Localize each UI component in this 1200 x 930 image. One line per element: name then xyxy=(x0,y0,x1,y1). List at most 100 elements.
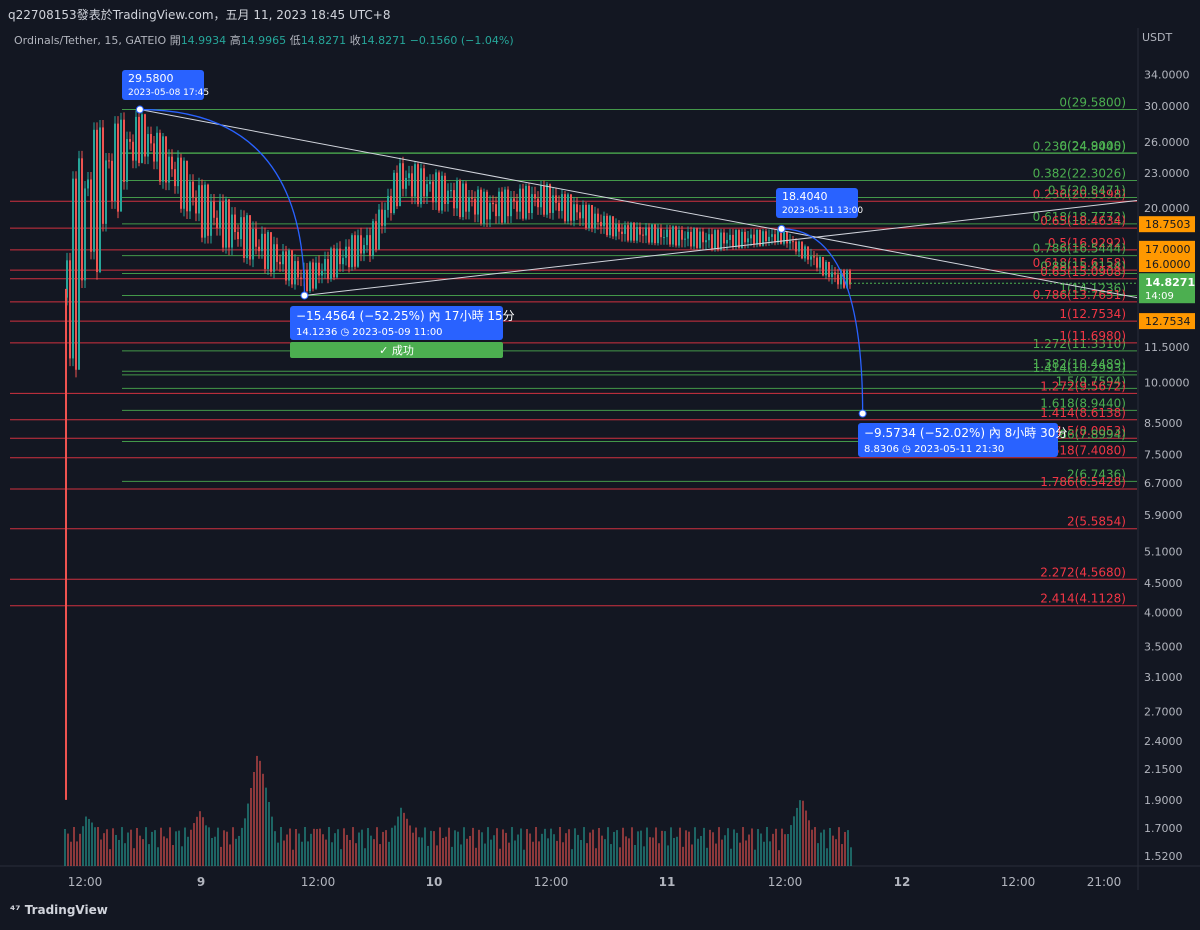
projection-label-box[interactable] xyxy=(290,306,503,340)
price-tag xyxy=(1139,313,1195,330)
candle xyxy=(192,181,194,198)
candle xyxy=(846,270,848,288)
candle xyxy=(84,188,86,281)
candle xyxy=(258,246,260,252)
trend-line xyxy=(139,109,1138,299)
anchor-point[interactable] xyxy=(858,409,867,418)
anchor-point[interactable] xyxy=(135,105,144,114)
candle xyxy=(753,234,755,245)
candle xyxy=(381,209,383,226)
time-tick-label: 12 xyxy=(894,875,911,889)
candle xyxy=(654,224,656,244)
point-label-box[interactable] xyxy=(776,188,858,218)
ohlc-legend: Ordinals/Tether, 15, GATEIO 開14.9934 高14… xyxy=(14,32,514,48)
volume-bar xyxy=(322,834,324,866)
volume-bar xyxy=(802,800,804,866)
volume-bar xyxy=(556,840,558,866)
volume-bar xyxy=(583,827,585,866)
time-tick-label: 10 xyxy=(426,875,443,889)
price-tag xyxy=(1139,240,1195,257)
volume-bar xyxy=(400,807,402,866)
volume-bar xyxy=(826,848,828,866)
candle xyxy=(336,248,338,278)
volume-bar xyxy=(418,837,420,866)
volume-bar xyxy=(601,835,603,866)
candle xyxy=(606,215,608,236)
candle xyxy=(630,222,632,241)
projection-label-box[interactable] xyxy=(858,423,1058,457)
candle xyxy=(207,184,209,236)
candle xyxy=(786,231,788,244)
volume-bar xyxy=(229,844,231,866)
candle xyxy=(210,201,212,236)
candle xyxy=(813,256,815,258)
open-value: 14.9934 xyxy=(180,34,227,47)
volume-bar xyxy=(751,828,753,866)
candle xyxy=(162,136,164,182)
price-tick-label: 5.1000 xyxy=(1144,546,1183,559)
volume-bar xyxy=(136,827,138,866)
volume-bar xyxy=(766,827,768,866)
volume-bar xyxy=(328,827,330,866)
candle xyxy=(420,168,422,205)
projection-label-sub: 8.8306 ◷ 2023-05-11 21:30 xyxy=(864,444,1004,455)
candle xyxy=(546,184,548,215)
volume-bar xyxy=(367,828,369,866)
volume-bar xyxy=(604,839,606,866)
volume-bar xyxy=(226,831,228,866)
candle xyxy=(228,199,230,248)
candle xyxy=(714,230,716,249)
volume-bar xyxy=(811,829,813,866)
candle xyxy=(444,175,446,204)
candle xyxy=(672,226,674,245)
open-label: 開 xyxy=(169,34,181,47)
volume-bar xyxy=(154,830,156,866)
candle xyxy=(165,136,167,183)
candle xyxy=(492,202,494,205)
candle xyxy=(474,198,476,215)
candle xyxy=(312,262,314,289)
candle xyxy=(468,197,470,212)
candle xyxy=(657,228,659,244)
volume-bar xyxy=(376,827,378,866)
volume-bar xyxy=(694,827,696,866)
fib-level-label: 0.65(15.0908) xyxy=(1040,265,1126,279)
candle xyxy=(333,248,335,278)
price-tick-label: 1.5200 xyxy=(1144,850,1183,863)
volume-bar xyxy=(325,839,327,866)
candle xyxy=(87,179,89,189)
tradingview-logo[interactable]: ⁴⁷ TradingView xyxy=(10,903,108,917)
volume-bar xyxy=(661,830,663,866)
candle xyxy=(741,231,743,248)
candle xyxy=(774,234,776,243)
volume-bar xyxy=(595,848,597,866)
symbol-label[interactable]: Ordinals/Tether, 15, GATEIO xyxy=(14,34,167,47)
volume-bar xyxy=(607,827,609,866)
volume-bar xyxy=(676,836,678,866)
anchor-point[interactable] xyxy=(777,224,786,233)
volume-bar xyxy=(265,787,267,866)
volume-bar xyxy=(115,834,117,866)
candle xyxy=(123,119,125,182)
anchor-point[interactable] xyxy=(300,291,309,300)
volume-bar xyxy=(682,846,684,866)
volume-bar xyxy=(166,838,168,866)
candle xyxy=(501,191,503,223)
candle xyxy=(249,215,251,260)
projection-arc xyxy=(139,108,306,296)
candle xyxy=(195,197,197,214)
time-tick-label: 12:00 xyxy=(1001,875,1036,889)
volume-bar xyxy=(250,787,252,866)
fib-level-label: 1.786(6.5428) xyxy=(1040,475,1126,489)
volume-bar xyxy=(640,830,642,866)
candle xyxy=(687,231,689,239)
last-price-tag[interactable] xyxy=(1139,273,1195,304)
candle xyxy=(339,248,341,265)
publisher-line: q22708153發表於TradingView.com，五月 11, 2023 … xyxy=(8,8,391,22)
volume-bar xyxy=(247,803,249,866)
candle xyxy=(549,184,551,213)
point-label-box[interactable] xyxy=(122,70,204,100)
volume-bar xyxy=(715,843,717,866)
